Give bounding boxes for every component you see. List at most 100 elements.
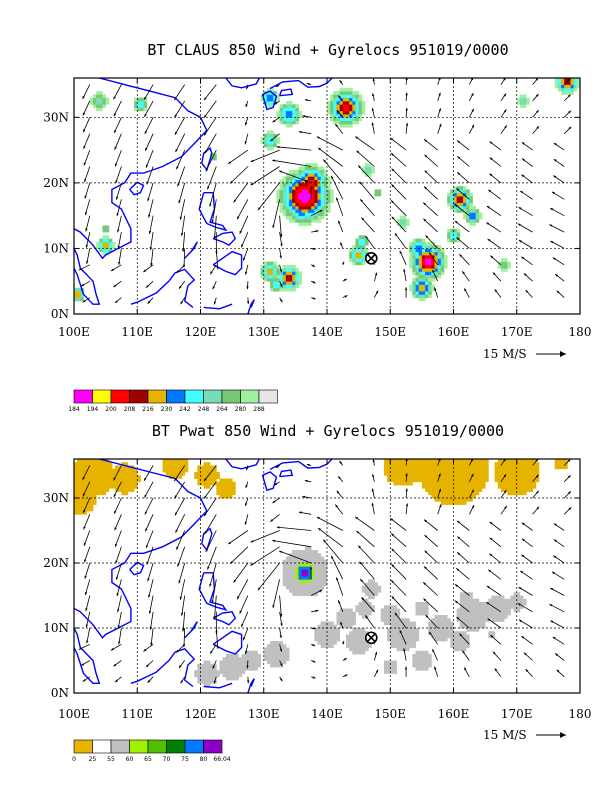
wind-vector-head <box>471 505 475 509</box>
wind-vector <box>115 562 122 580</box>
wind-vector-head <box>525 669 529 672</box>
wind-vector-head <box>83 162 86 166</box>
wind-vector-head <box>117 245 120 249</box>
wind-vector-head <box>372 78 375 81</box>
wind-vector <box>116 579 122 597</box>
wind-vector-head <box>358 165 361 169</box>
wind-vector-head <box>536 506 540 510</box>
wind-vector-head <box>144 477 147 481</box>
wind-vector-head <box>521 158 525 161</box>
wind-vector-head <box>85 592 88 595</box>
wind-vector <box>116 199 122 217</box>
wind-vector-head <box>85 212 88 215</box>
wind-vector <box>424 170 438 184</box>
coastline <box>201 527 213 552</box>
wind-vector-head <box>312 280 316 284</box>
wind-vector <box>456 237 470 249</box>
wind-vector-head <box>113 494 117 497</box>
wind-vector <box>316 136 343 151</box>
wind-vector-head <box>316 136 320 139</box>
wind-vector-head <box>391 153 394 156</box>
wind-vector-head <box>174 131 178 135</box>
wind-vector-head <box>456 617 460 620</box>
y-tick-label: 20N <box>43 556 69 570</box>
wind-vector-head <box>361 597 365 600</box>
wind-vector <box>357 165 375 184</box>
wind-vector-head <box>323 159 326 163</box>
wind-vector-head <box>439 123 442 127</box>
wind-vector-head <box>84 179 87 183</box>
wind-vector-head <box>179 665 182 668</box>
wind-vector-head <box>117 609 120 613</box>
wind-vector-head <box>371 502 374 506</box>
wind-vector-head <box>492 272 496 276</box>
wind-vector-head <box>83 542 86 546</box>
wind-vector-head <box>204 150 208 154</box>
wind-vector-head <box>423 218 427 222</box>
colorbar-swatch <box>203 739 223 754</box>
grid-lines <box>74 78 580 314</box>
wind-vector <box>182 611 186 632</box>
wind-vector-head <box>83 145 86 149</box>
wind-vector-head <box>174 478 177 482</box>
wind-vector-head <box>270 519 274 522</box>
wind-vector-head <box>438 473 441 477</box>
wind-vector-head <box>494 289 498 293</box>
wind-vector-head <box>318 528 321 531</box>
wind-vector-head <box>85 624 88 628</box>
wind-vector-head <box>439 504 442 508</box>
wind-vector-head <box>487 618 491 622</box>
map-area <box>74 459 580 693</box>
wind-vector-head <box>536 490 539 494</box>
wind-vector-head <box>399 250 402 254</box>
wind-vector <box>214 595 217 619</box>
wind-vector-head <box>182 628 185 632</box>
wind-vector-head <box>85 244 88 248</box>
wind-vector-head <box>144 130 148 134</box>
wind-vector <box>239 595 249 614</box>
wind-vector-head <box>432 649 435 653</box>
wind-vector-head <box>86 640 89 644</box>
wind-vector <box>486 601 502 613</box>
wind-vector-head <box>312 660 316 663</box>
wind-vector-head <box>535 94 539 97</box>
wind-vector <box>390 152 407 167</box>
wind-vector <box>233 182 249 203</box>
wind-vector-head <box>110 268 114 271</box>
wind-vector <box>148 579 154 598</box>
wind-vector-head <box>342 640 345 644</box>
coastline <box>129 181 145 196</box>
wind-vector <box>486 585 502 596</box>
wind-vector-head <box>280 243 283 247</box>
wind-vector-head <box>212 665 215 669</box>
coastlines <box>74 78 333 314</box>
wind-vector-head <box>391 168 395 172</box>
wind-vector-head <box>177 563 180 567</box>
wind-vector-head <box>247 680 250 684</box>
wind-vector-head <box>438 488 441 492</box>
wind-vector-head <box>455 584 458 587</box>
wind-vector-head <box>403 268 406 272</box>
wind-vector-head <box>568 126 572 130</box>
wind-vector <box>144 481 154 498</box>
wind-vector-head <box>245 484 248 488</box>
colorbar-label: 216 <box>142 406 154 413</box>
wind-vector <box>207 166 217 190</box>
wind-vector-head <box>423 582 426 585</box>
wind-vector-head <box>471 124 475 128</box>
wind-vector-head <box>391 184 395 188</box>
wind-vector-head <box>276 526 280 529</box>
wind-vector-head <box>148 214 151 218</box>
reference-vector-label: 15 M/S <box>483 728 527 742</box>
wind-vector-head <box>148 231 152 234</box>
gyre-location-icon <box>364 631 378 645</box>
wind-vector-head <box>556 669 560 673</box>
wind-vector-head <box>204 478 207 482</box>
wind-vector-head <box>356 150 360 154</box>
wind-vector-head <box>549 224 553 227</box>
panel-title: BT CLAUS 850 Wind + Gyrelocs 951019/0000 <box>147 41 508 59</box>
wind-vector <box>423 598 438 613</box>
wind-vector-head <box>553 523 557 526</box>
colorbar-swatch <box>166 739 186 754</box>
colorbar-label: 75 <box>181 756 189 763</box>
